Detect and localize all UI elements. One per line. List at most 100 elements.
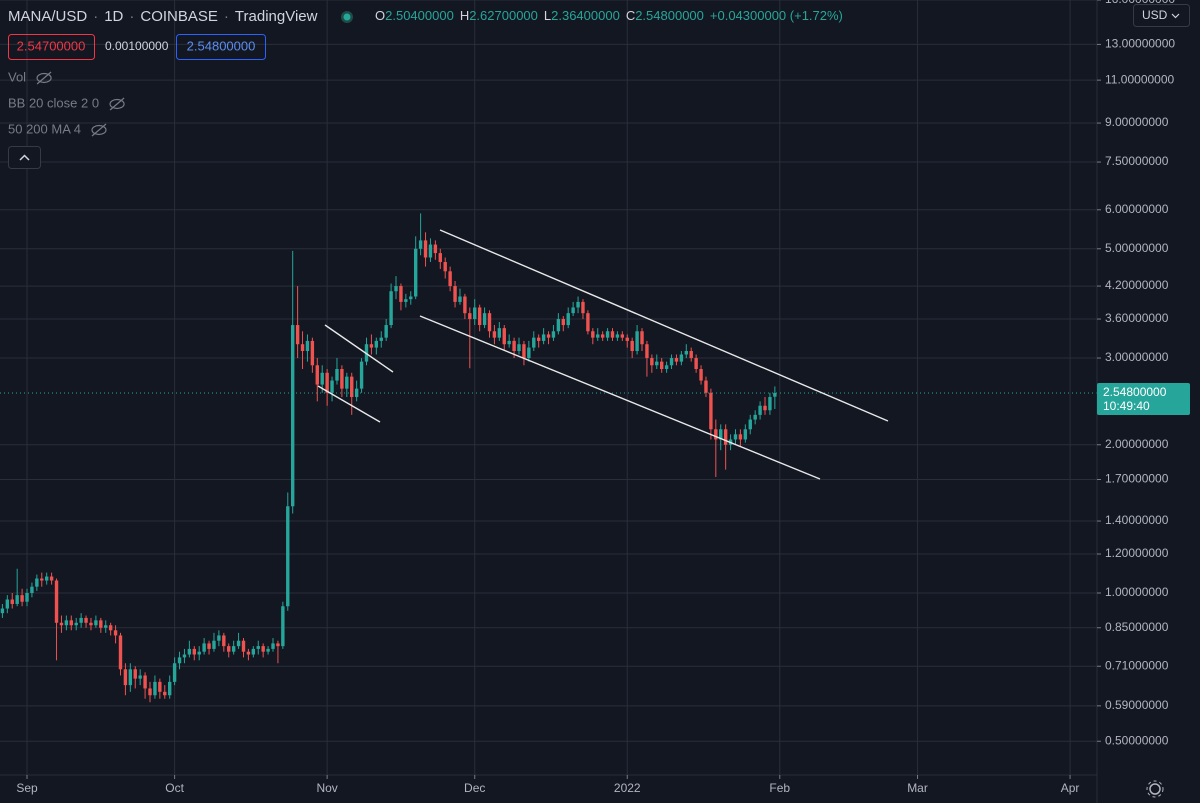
settings-button[interactable] xyxy=(1149,783,1161,795)
source: TradingView xyxy=(235,8,318,25)
indicator-label: 50 200 MA 4 xyxy=(8,121,81,136)
currency: USD xyxy=(1142,8,1168,22)
currency-button[interactable] xyxy=(1133,4,1190,27)
candle-body xyxy=(54,580,59,623)
candle-body xyxy=(620,334,625,338)
candle-body xyxy=(310,340,315,366)
candle-body xyxy=(517,344,521,352)
candle-body xyxy=(133,669,137,679)
sep: · xyxy=(129,8,134,25)
candle-body xyxy=(581,301,585,314)
candle-body xyxy=(610,331,615,338)
x-tick-label: Feb xyxy=(769,781,790,795)
candle-body xyxy=(418,240,423,249)
candle-body xyxy=(546,334,551,338)
y-tick-label: 4.20000000 xyxy=(1105,278,1169,292)
y-tick-label: 16.00000000 xyxy=(1105,0,1175,6)
candle-body xyxy=(753,414,757,420)
candle-body xyxy=(227,646,231,652)
x-tick-label: Sep xyxy=(16,781,38,795)
candle-body xyxy=(20,595,24,602)
candle-body xyxy=(630,340,634,352)
visibility-icon[interactable] xyxy=(109,98,125,110)
candle-body xyxy=(699,368,703,381)
collapse-button[interactable] xyxy=(8,146,41,169)
y-tick-label: 3.60000000 xyxy=(1105,311,1169,325)
candle-body xyxy=(241,640,246,652)
visibility-icon[interactable] xyxy=(91,124,107,136)
y-tick-label: 13.00000000 xyxy=(1105,37,1175,51)
candle-body xyxy=(571,307,575,314)
y-tick-label: 5.00000000 xyxy=(1105,241,1169,255)
bid-box[interactable] xyxy=(8,34,95,60)
sep: · xyxy=(93,8,98,25)
candle-body xyxy=(261,646,265,652)
interval: 1D xyxy=(104,8,123,25)
candle-body xyxy=(295,325,300,345)
candle-body xyxy=(192,648,196,655)
candle-body xyxy=(345,376,349,389)
currency-caret xyxy=(1171,13,1180,19)
candle-body xyxy=(222,635,226,647)
candle-body xyxy=(625,337,629,341)
candle-body xyxy=(768,397,772,411)
candle-body xyxy=(532,337,536,348)
candle-body xyxy=(379,337,383,341)
ask-box[interactable] xyxy=(176,34,266,60)
candle-body xyxy=(212,640,216,649)
candle-body xyxy=(492,331,497,338)
candle-body xyxy=(350,376,354,398)
candle-body xyxy=(143,675,147,689)
settings-icon xyxy=(1146,780,1164,798)
open: 2.50400000 xyxy=(385,8,454,23)
high-key: H xyxy=(460,8,469,23)
symbol-line: MANA/USD · 1D · COINBASE · TradingView xyxy=(8,8,318,25)
candle-body xyxy=(477,307,482,326)
candle-body xyxy=(300,344,305,352)
sep: · xyxy=(224,8,229,25)
candle-body xyxy=(669,358,674,366)
candle-body xyxy=(522,344,526,359)
candle-body xyxy=(256,646,260,649)
y-tick-label: 7.50000000 xyxy=(1105,154,1169,168)
y-tick-label: 1.00000000 xyxy=(1105,585,1169,599)
candle-body xyxy=(743,429,748,440)
candle-body xyxy=(655,361,659,366)
candle-body xyxy=(276,643,280,647)
ask: 2.54800000 xyxy=(187,38,256,53)
y-tick-label: 9.00000000 xyxy=(1105,115,1169,129)
x-tick-label: Nov xyxy=(316,781,337,795)
y-tick-label: 3.00000000 xyxy=(1105,350,1169,364)
visibility-icon[interactable] xyxy=(36,72,52,84)
price-label-box xyxy=(1097,382,1190,415)
candle-body xyxy=(394,286,398,292)
candle-body xyxy=(108,625,113,631)
candle-body xyxy=(236,640,241,647)
indicators: Vol BB 20 close 2 0 50 200 MA 4 xyxy=(8,69,125,137)
candle-body xyxy=(128,669,133,686)
candle-body xyxy=(556,319,561,332)
x-tick-label: Apr xyxy=(1061,781,1080,795)
candle-body xyxy=(158,681,162,692)
visibility-slash xyxy=(36,71,52,85)
candle-body xyxy=(773,392,777,397)
candle-body xyxy=(217,635,221,641)
candle-body xyxy=(305,340,310,352)
ohlc-legend: O2.50400000 H2.62700000 L2.36400000 C2.5480… xyxy=(375,8,843,23)
candle-body xyxy=(709,392,713,430)
candle-body xyxy=(413,248,418,297)
candle-body xyxy=(197,651,201,655)
open-key: O xyxy=(375,8,385,23)
y-tick-label: 0.71000000 xyxy=(1105,658,1169,672)
candle-body xyxy=(704,380,708,393)
candle-body xyxy=(561,319,565,326)
candle-body xyxy=(497,328,502,338)
close-key: C xyxy=(626,8,635,23)
low-key: L xyxy=(544,8,551,23)
candle-body xyxy=(44,576,49,581)
candle-body xyxy=(758,405,762,415)
candle-body xyxy=(384,325,388,338)
candle-body xyxy=(69,620,73,626)
